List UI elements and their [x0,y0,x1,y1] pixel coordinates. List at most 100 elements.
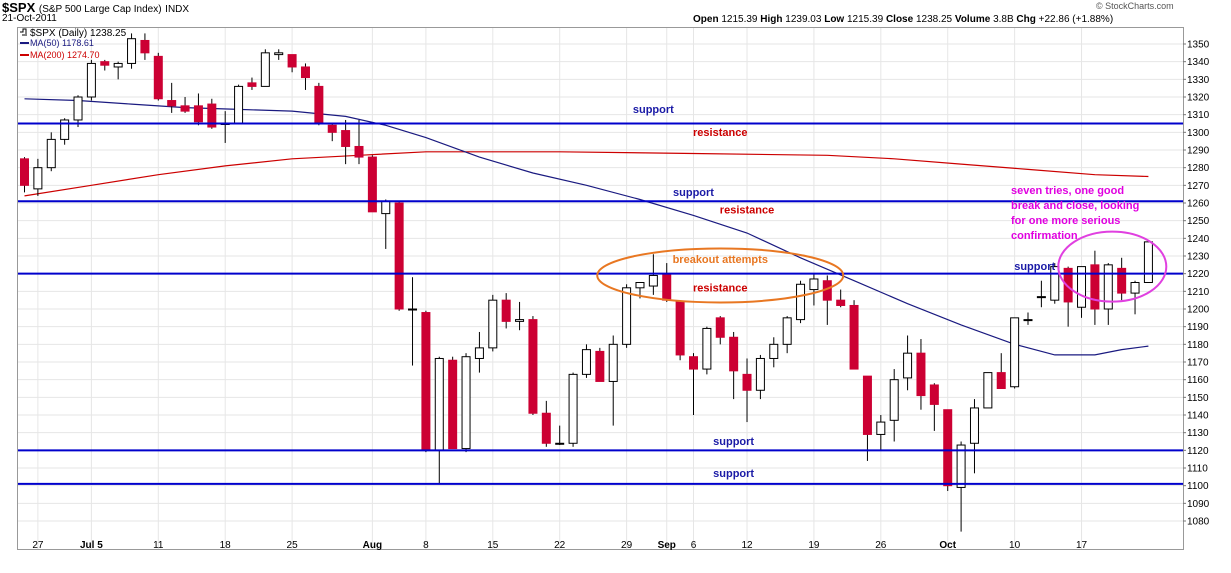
candle-down [314,82,324,126]
candle-down [996,353,1006,390]
candle-body [796,283,806,321]
exchange: INDX [165,4,190,15]
x-tick-label: 15 [487,540,499,551]
volume-label: Volume [954,14,991,25]
x-tick-label: Jul 5 [80,540,103,551]
chg-value: +22.86 (+1.88%) [1038,14,1114,25]
y-tick-label: 1350 [1187,40,1210,51]
ohlc-summary: Open 1215.39 High 1239.03 Low 1215.39 Cl… [693,14,1113,25]
candle-body [381,200,391,215]
candle-body [421,312,431,451]
confirmation-note-line: for one more serious [1011,215,1120,227]
candle-body [314,85,324,125]
y-tick-label: 1320 [1187,93,1210,104]
confirmation-ellipse [1057,230,1168,303]
symbol-title: $SPX (S&P 500 Large Cap Index) INDX [2,0,189,15]
candle-body [528,319,538,414]
x-tick-label: 19 [808,540,820,551]
candle-up [33,158,43,196]
candle-up [113,61,123,80]
candle-up [876,415,886,451]
candle-body [943,409,953,487]
candle-body [60,119,70,140]
y-tick-label: 1240 [1187,234,1210,245]
legend-ma50: MA(50) 1178.61 [30,38,94,48]
confirmation-note-line: seven tries, one good [1011,185,1124,197]
confirmation-note-line: break and close, looking [1011,200,1139,212]
candle-body [876,421,886,435]
symbol-name: (S&P 500 Large Cap Index) [38,4,162,15]
volume-value: 3.8B [993,14,1014,25]
candle-down [689,353,698,416]
y-tick-label: 1190 [1187,322,1209,333]
x-tick-label: 12 [741,540,753,551]
candle-body [394,202,404,310]
candle-down [729,331,739,400]
high-value: 1239.03 [785,14,822,25]
y-gridlines [18,43,1183,522]
candle-body [608,343,618,382]
candle-up [581,344,591,378]
candle-body [581,349,591,375]
candle-body [448,359,458,450]
y-tick-label: 1100 [1187,481,1209,492]
x-tick-label: 6 [691,540,697,551]
candle-down [836,289,846,308]
candle-body [809,278,819,291]
plot-frame [17,27,1184,550]
candle-up [903,335,913,391]
candle-down [100,59,110,71]
candle-body [234,85,244,125]
candle-body [167,100,177,107]
support-1305-label: support [633,104,674,116]
brand-credit[interactable]: © StockCharts.com [1096,1,1174,11]
candle-body [180,105,190,112]
candle-body [1077,266,1087,308]
candle-body [889,379,899,421]
candle-up [608,335,618,426]
candle-body [862,375,872,435]
candle-body [675,301,685,356]
candle-down [541,400,551,447]
candle-body [86,62,96,98]
chg-label: Chg [1016,14,1036,25]
candle-up [782,316,792,354]
confirmation-note-line: confirmation [1011,230,1078,242]
candle-body [1103,264,1113,310]
candle-body [836,299,846,306]
horizontal-levels [18,122,1183,485]
candle-body [300,66,310,79]
candle-down [153,52,163,101]
ma50-line [24,98,1149,356]
x-axis: 27 Jul 5 11 18 25 Aug 8 15 22 29 Sep 6 12 19 26 Oct 10 17 [32,540,1087,551]
candle-body [903,352,913,379]
y-tick-label: 1280 [1187,163,1210,174]
candle-body [474,347,484,359]
candle-down [1063,266,1073,327]
candle-up [73,95,83,128]
breakout-label: breakout attempts [673,254,768,266]
candle-body [1090,264,1100,310]
candle-body [140,39,150,54]
candle-up [969,399,979,474]
candle-up [488,294,498,352]
candle-down [421,310,431,453]
x-tick-label: 26 [875,540,887,551]
y-axis: 1080 1090 1100 1110 1120 1130 1140 1150 1160 1170… [1183,40,1210,528]
candle-body [1130,282,1140,294]
candle-body [755,357,765,391]
annotations: support resistance support resistance breako… [633,104,1139,480]
x-tick-label: 11 [153,540,164,551]
candle-body [1063,267,1073,303]
candle-body [33,167,43,190]
candle-body [541,412,551,444]
candle-body [849,304,859,370]
legend: $SPX (Daily) 1238.25 MA(50) 1178.61 MA(2… [20,28,127,60]
candle-down [354,119,364,165]
x-tick-label: Oct [939,540,956,551]
y-tick-label: 1080 [1187,517,1210,528]
candle-body [153,55,163,100]
candle-up [796,280,806,324]
x-tick-label: 29 [621,540,633,551]
candle-down [287,54,297,73]
